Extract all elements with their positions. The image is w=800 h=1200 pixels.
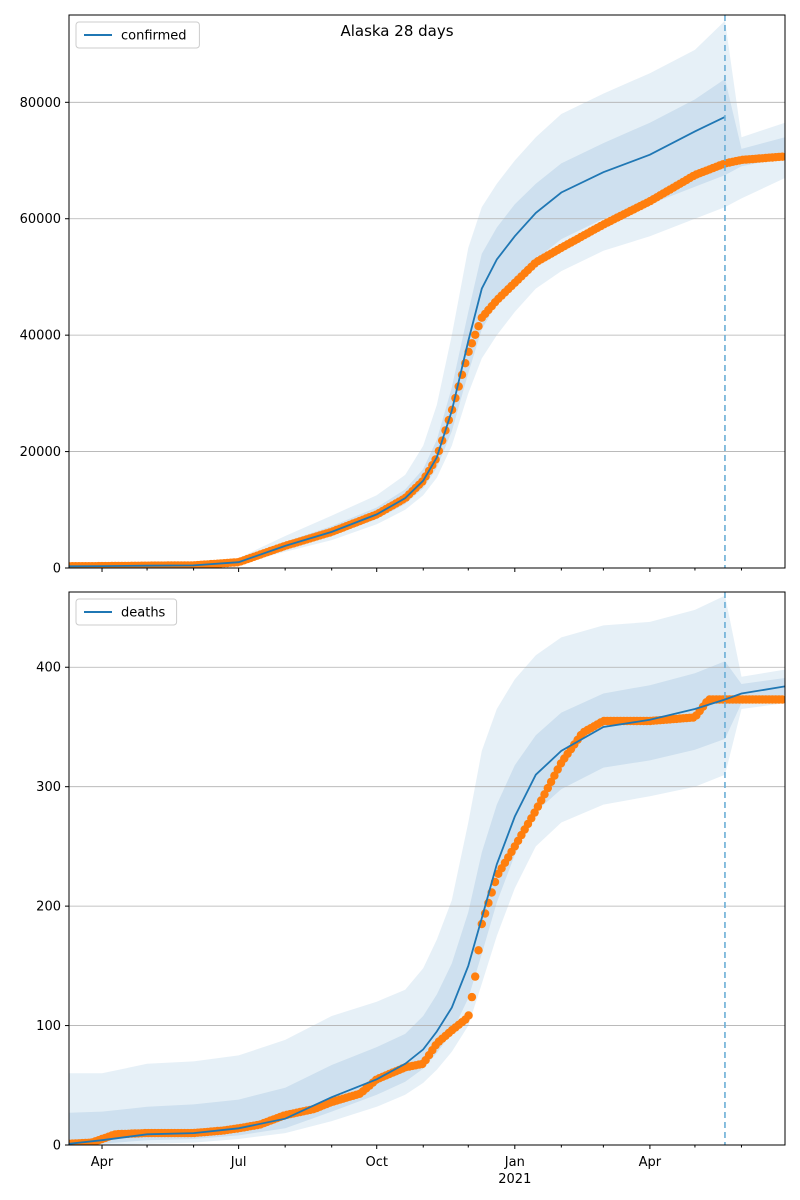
observed-point (550, 771, 559, 780)
observed-point (464, 1011, 473, 1020)
observed-point (778, 152, 785, 161)
y-tick-label: 0 (53, 562, 61, 577)
y-tick-label: 0 (53, 1139, 61, 1154)
outer-band (69, 20, 785, 568)
outer-band (69, 595, 785, 1145)
legend-label: confirmed (121, 29, 187, 44)
legend-box (75, 598, 178, 626)
confirmed-x-axis (101, 568, 742, 572)
legend-label: deaths (121, 606, 166, 621)
x-tick-label: Apr (91, 1155, 114, 1170)
legend-box (75, 21, 200, 49)
observed-point (540, 790, 549, 799)
inner-band (69, 79, 785, 567)
y-tick-label: 60000 (20, 212, 61, 227)
observed-point (471, 330, 480, 339)
deaths-chart: 0 100 200 300 400 Apr Jul Oct Jan 2021 Apr deaths (36, 591, 786, 1187)
x-tick-label: Apr (639, 1155, 662, 1170)
confirmed-legend: confirmed (75, 21, 200, 49)
x-tick-label: Jan (504, 1155, 525, 1170)
observed-point (537, 796, 546, 805)
observed-point (474, 322, 483, 331)
x-tick-label: Oct (365, 1155, 387, 1170)
observed-point (546, 777, 556, 787)
model-line (69, 685, 785, 1145)
deaths-model-line-group (69, 685, 785, 1145)
deaths-x-axis: Apr Jul Oct Jan 2021 Apr (91, 1145, 742, 1187)
deaths-gridlines (69, 666, 785, 1026)
deaths-confidence-bands (69, 595, 785, 1145)
confirmed-gridlines (69, 101, 785, 452)
model-line (69, 116, 726, 568)
observed-point (543, 783, 552, 793)
observed-point (467, 992, 477, 1002)
deaths-y-axis: 0 100 200 300 400 (36, 661, 69, 1154)
y-tick-label: 40000 (20, 329, 61, 344)
observed-point (467, 339, 477, 348)
confirmed-confidence-bands (69, 20, 785, 568)
figure-title: Alaska 28 days (340, 22, 453, 40)
x-tick-label: Jul (230, 1155, 247, 1170)
deaths-legend: deaths (75, 598, 178, 626)
observed-point (471, 972, 480, 981)
y-tick-label: 80000 (20, 96, 61, 111)
confirmed-chart: 0 20000 40000 60000 80000 confirmed (20, 14, 786, 577)
observed-point (474, 946, 483, 955)
observed-point (778, 695, 785, 704)
y-tick-label: 200 (36, 900, 61, 915)
confirmed-plot-frame (68, 14, 786, 569)
y-tick-label: 100 (36, 1019, 61, 1034)
y-tick-label: 300 (36, 780, 61, 795)
inner-band (69, 661, 785, 1145)
x-tick-year-label: 2021 (498, 1172, 531, 1187)
y-tick-label: 20000 (20, 445, 61, 460)
y-tick-label: 400 (36, 661, 61, 676)
deaths-plot-frame (68, 591, 786, 1146)
confirmed-model-line-group (69, 116, 726, 568)
confirmed-y-axis: 0 20000 40000 60000 80000 (20, 96, 69, 577)
